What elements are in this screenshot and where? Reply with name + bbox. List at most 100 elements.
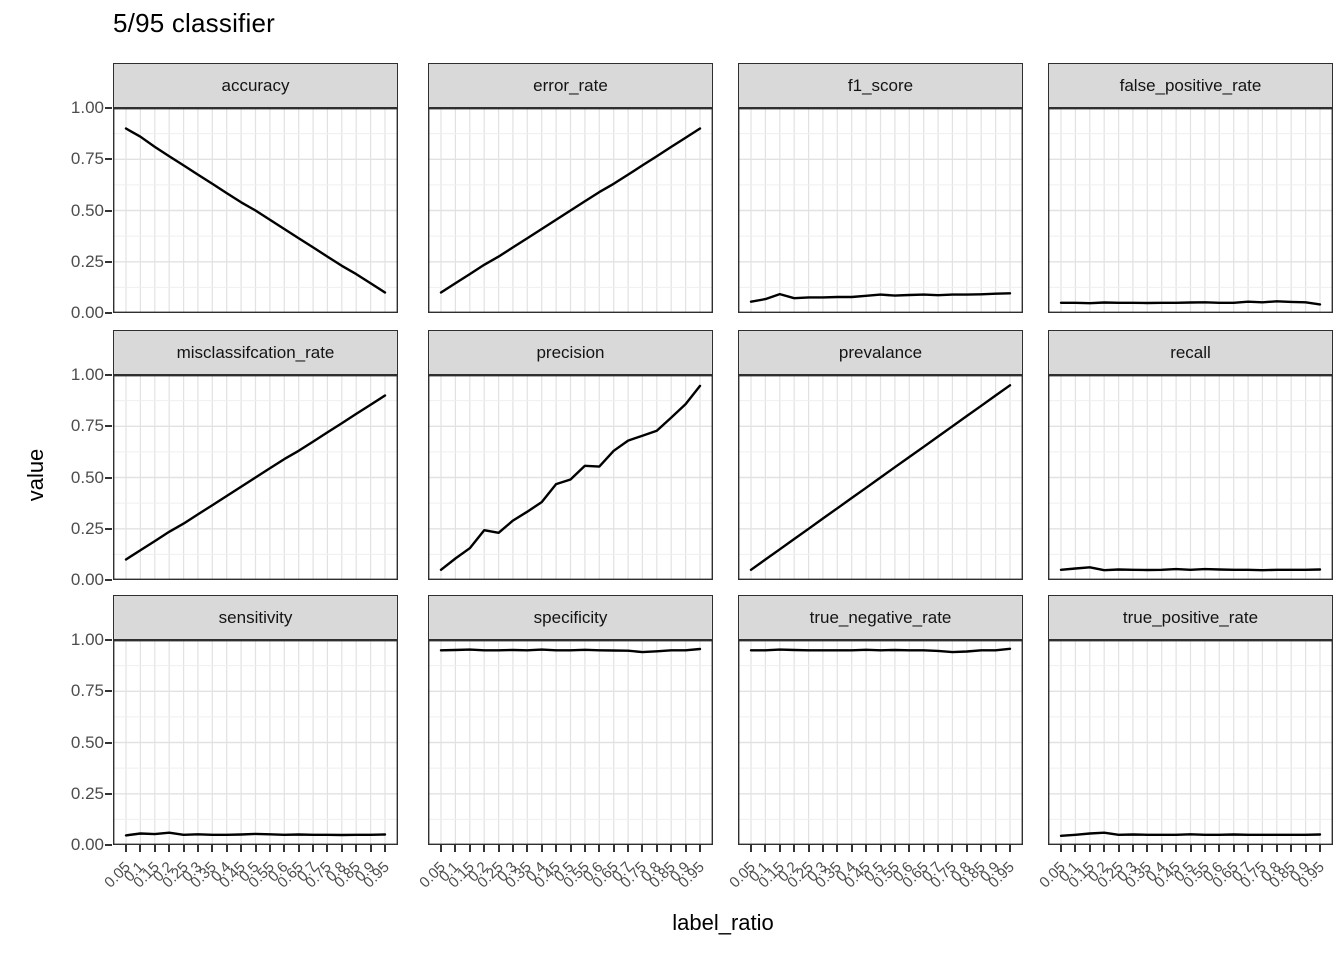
x-tick-mark <box>298 845 300 852</box>
y-tick-mark <box>105 528 112 530</box>
panel-border <box>428 375 713 580</box>
panel-border <box>738 640 1023 845</box>
facet-panel-accuracy <box>113 108 398 313</box>
x-tick-mark <box>1146 845 1148 852</box>
facet-strip-label: f1_score <box>847 75 914 95</box>
facet-strip-label: prevalance <box>838 342 923 362</box>
x-tick-mark <box>355 845 357 852</box>
x-tick-mark <box>937 845 939 852</box>
x-tick-mark <box>627 845 629 852</box>
facet-panel-false_positive_rate <box>1048 108 1333 313</box>
x-tick-mark <box>966 845 968 852</box>
x-tick-mark <box>370 845 372 852</box>
facet-panel-recall <box>1048 375 1333 580</box>
x-tick-mark <box>226 845 228 852</box>
y-tick-mark <box>105 425 112 427</box>
panel-border <box>113 108 398 313</box>
facet-strip-f1_score: f1_score <box>738 63 1023 108</box>
x-tick-mark <box>908 845 910 852</box>
line-true_negative_rate <box>749 647 1012 654</box>
line-prevalance <box>749 384 1012 572</box>
line-true_positive_rate <box>1059 831 1322 838</box>
facet-panel-misclassifcation_rate <box>113 375 398 580</box>
y-tick-mark <box>105 793 112 795</box>
y-tick-label: 1.00 <box>70 365 104 384</box>
x-tick-mark <box>1290 845 1292 852</box>
facet-strip-prevalance: prevalance <box>738 330 1023 375</box>
y-tick-mark <box>105 639 112 641</box>
x-tick-mark <box>1009 845 1011 852</box>
y-tick-mark <box>105 690 112 692</box>
x-tick-mark <box>1319 845 1321 852</box>
x-tick-mark <box>454 845 456 852</box>
x-tick-mark <box>183 845 185 852</box>
x-tick-mark <box>469 845 471 852</box>
x-tick-mark <box>851 845 853 852</box>
x-tick-mark <box>341 845 343 852</box>
facet-panel-f1_score <box>738 108 1023 313</box>
x-tick-mark <box>440 845 442 852</box>
y-tick-label: 0.75 <box>70 681 104 700</box>
y-tick-mark <box>105 158 112 160</box>
panel-border <box>1048 375 1333 580</box>
facet-strip-error_rate: error_rate <box>428 63 713 108</box>
x-tick-mark <box>541 845 543 852</box>
x-tick-mark <box>526 845 528 852</box>
y-tick-label: 0.75 <box>70 149 104 168</box>
y-tick-mark <box>105 844 112 846</box>
x-tick-mark <box>139 845 141 852</box>
x-tick-mark <box>1276 845 1278 852</box>
x-tick-mark <box>951 845 953 852</box>
x-tick-mark <box>326 845 328 852</box>
x-axis-title: label_ratio <box>672 910 774 935</box>
x-tick-mark <box>154 845 156 852</box>
x-tick-mark <box>512 845 514 852</box>
x-tick-mark <box>1204 845 1206 852</box>
panel-border <box>738 375 1023 580</box>
x-tick-mark <box>1261 845 1263 852</box>
x-tick-mark <box>670 845 672 852</box>
facet-strip-precision: precision <box>428 330 713 375</box>
facet-panel-specificity <box>428 640 713 845</box>
x-tick-mark <box>1060 845 1062 852</box>
x-tick-mark <box>1132 845 1134 852</box>
x-tick-mark <box>894 845 896 852</box>
facet-strip-label: true_positive_rate <box>1122 607 1259 627</box>
y-tick-label: 0.50 <box>70 201 104 220</box>
y-tick-label: 0.50 <box>70 733 104 752</box>
y-tick-label: 0.25 <box>70 519 104 538</box>
x-tick-mark <box>656 845 658 852</box>
x-tick-mark <box>1118 845 1120 852</box>
facet-strip-label: true_negative_rate <box>809 607 952 627</box>
x-tick-mark <box>836 845 838 852</box>
facet-strip-true_positive_rate: true_positive_rate <box>1048 595 1333 640</box>
y-tick-label: 0.00 <box>70 835 104 854</box>
x-tick-mark <box>1103 845 1105 852</box>
facet-strip-label: sensitivity <box>218 607 293 627</box>
facet-strip-label: error_rate <box>533 75 608 95</box>
x-tick-mark <box>255 845 257 852</box>
x-tick-mark <box>498 845 500 852</box>
x-tick-mark <box>685 845 687 852</box>
y-tick-mark <box>105 477 112 479</box>
x-tick-mark <box>1218 845 1220 852</box>
x-tick-mark <box>764 845 766 852</box>
facet-strip-label: specificity <box>533 607 608 627</box>
x-tick-mark <box>269 845 271 852</box>
x-tick-mark <box>808 845 810 852</box>
panel-border <box>738 108 1023 313</box>
line-error_rate <box>439 127 702 294</box>
y-tick-mark <box>105 742 112 744</box>
facet-strip-specificity: specificity <box>428 595 713 640</box>
facet-strip-label: accuracy <box>221 75 290 95</box>
x-tick-mark <box>793 845 795 852</box>
panel-border <box>428 640 713 845</box>
x-tick-mark <box>613 845 615 852</box>
facet-strip-label: misclassifcation_rate <box>176 342 335 362</box>
facet-strip-recall: recall <box>1048 330 1333 375</box>
y-tick-mark <box>105 579 112 581</box>
y-tick-mark <box>105 107 112 109</box>
facet-panel-true_negative_rate <box>738 640 1023 845</box>
x-tick-mark <box>240 845 242 852</box>
